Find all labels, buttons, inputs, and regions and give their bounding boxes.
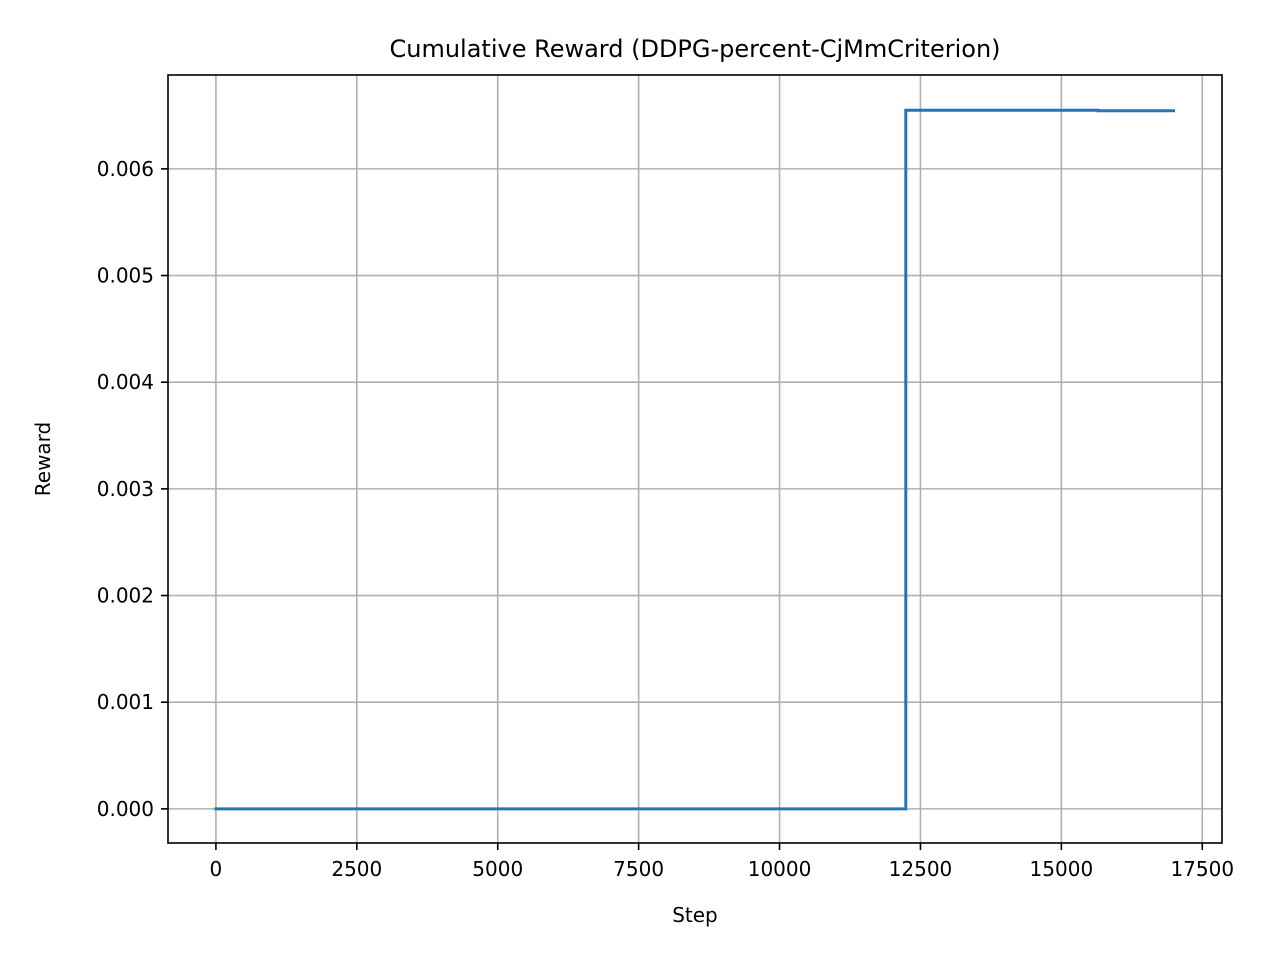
x-tick-label: 5000 (472, 857, 523, 881)
y-tick-label: 0.001 (97, 690, 154, 714)
x-axis-label: Step (672, 903, 718, 927)
y-tick-label: 0.004 (97, 370, 154, 394)
x-tick-label: 2500 (331, 857, 382, 881)
chart-title: Cumulative Reward (DDPG-percent-CjMmCrit… (389, 35, 1000, 63)
y-tick-label: 0.000 (97, 797, 154, 821)
y-axis-ticks: 0.000 0.001 0.002 0.003 0.004 0.005 0.006 (97, 157, 168, 821)
series-line (214, 108, 1176, 811)
x-tick-label: 15000 (1030, 857, 1094, 881)
x-tick-label: 10000 (748, 857, 812, 881)
x-tick-label: 7500 (613, 857, 664, 881)
x-tick-label: 17500 (1170, 857, 1234, 881)
y-tick-label: 0.002 (97, 584, 154, 608)
y-tick-label: 0.006 (97, 157, 154, 181)
series-layer (214, 108, 1176, 811)
x-tick-label: 12500 (889, 857, 953, 881)
x-tick-label: 0 (210, 857, 223, 881)
y-tick-label: 0.005 (97, 264, 154, 288)
y-axis-label: Reward (31, 422, 55, 496)
grid (168, 75, 1222, 843)
x-axis-ticks: 0 2500 5000 7500 10000 12500 15000 17500 (210, 843, 1234, 881)
y-tick-label: 0.003 (97, 477, 154, 501)
plot-frame (167, 74, 1223, 844)
